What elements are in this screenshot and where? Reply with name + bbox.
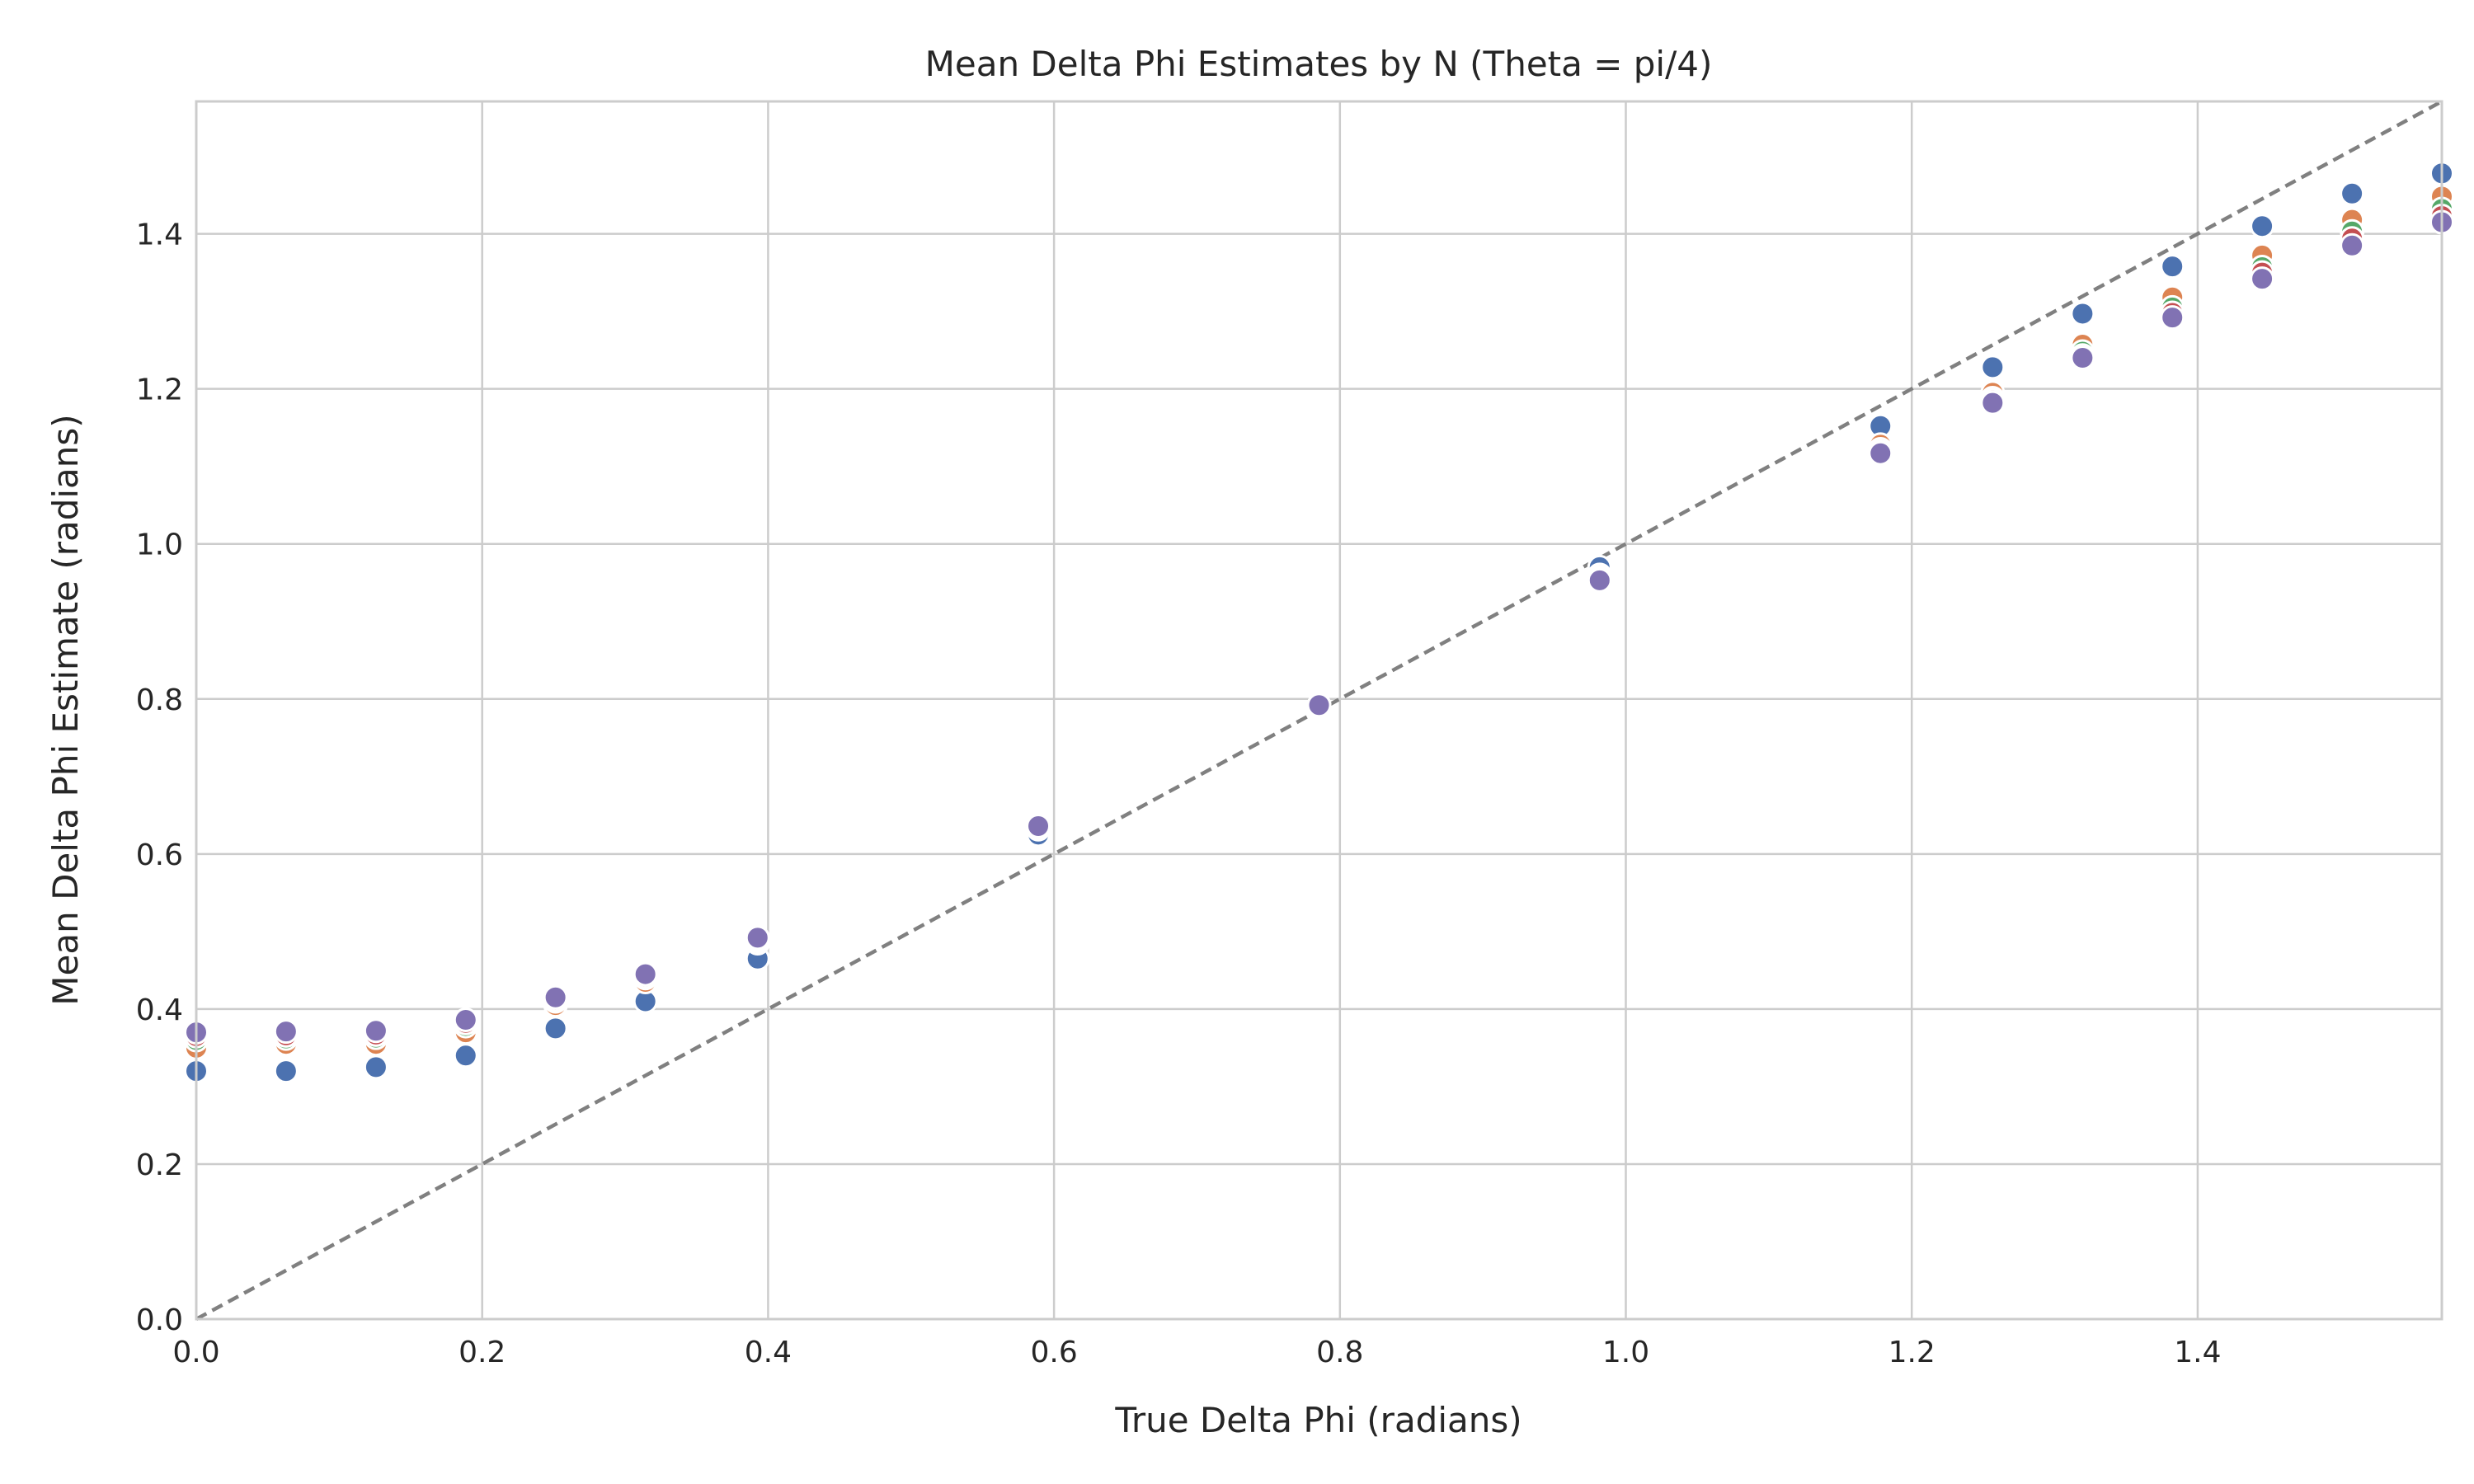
data-point: [1980, 390, 2006, 416]
chart-title: Mean Delta Phi Estimates by N (Theta = p…: [925, 44, 1713, 84]
y-tick-label: 0.4: [136, 993, 183, 1027]
x-axis-label: True Delta Phi (radians): [1114, 1400, 1522, 1440]
y-axis-label: Mean Delta Phi Estimate (radians): [45, 414, 86, 1005]
plot-frame: [195, 100, 2443, 1321]
data-point: [2070, 345, 2095, 371]
x-tick-labels: 0.0 0.2 0.4 0.6 0.8 1.0 1.2 1.4: [172, 1336, 2221, 1369]
data-point: [1587, 567, 1612, 593]
data-point: [2340, 181, 2365, 206]
y-tick-label: 0.2: [136, 1148, 183, 1182]
data-point: [2250, 266, 2275, 292]
data-point: [453, 1043, 478, 1068]
x-tick-label: 1.4: [2174, 1336, 2221, 1369]
data-point: [363, 1054, 388, 1080]
x-tick-label: 0.6: [1030, 1336, 1077, 1369]
data-point: [633, 961, 658, 987]
y-tick-label: 1.0: [136, 528, 183, 562]
y-tick-label: 0.0: [136, 1303, 183, 1337]
y-tick-label: 0.8: [136, 683, 183, 717]
data-point: [543, 984, 568, 1010]
y-tick-label: 1.4: [136, 218, 183, 252]
y-tick-labels: 0.0 0.2 0.4 0.6 0.8 1.0 1.2 1.4: [136, 218, 183, 1337]
scatter-points: [184, 161, 2454, 1084]
x-tick-label: 1.2: [1888, 1336, 1935, 1369]
data-point: [1980, 355, 2006, 380]
data-point: [363, 1018, 388, 1044]
data-point: [2160, 254, 2185, 279]
data-point: [1026, 813, 1051, 838]
y-tick-label: 1.2: [136, 373, 183, 407]
data-point: [2160, 305, 2185, 331]
data-point: [745, 925, 770, 951]
x-tick-label: 0.0: [172, 1336, 219, 1369]
data-point: [273, 1019, 299, 1045]
x-tick-label: 1.0: [1602, 1336, 1649, 1369]
data-point: [453, 1007, 478, 1033]
x-tick-label: 0.8: [1316, 1336, 1363, 1369]
data-point: [2340, 232, 2365, 258]
y-tick-label: 0.6: [136, 838, 183, 872]
data-point: [1868, 440, 1893, 466]
data-point: [543, 1016, 568, 1041]
data-point: [1306, 693, 1332, 718]
data-point: [2070, 301, 2095, 326]
data-point: [2250, 214, 2275, 239]
x-tick-label: 0.2: [459, 1336, 506, 1369]
data-point: [273, 1059, 299, 1084]
x-tick-label: 0.4: [745, 1336, 792, 1369]
